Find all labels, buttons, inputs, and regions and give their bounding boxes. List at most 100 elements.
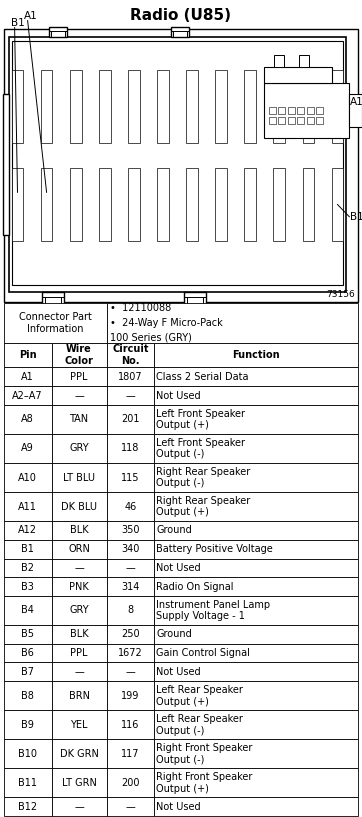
Text: Right Front Speaker
Output (+): Right Front Speaker Output (+) bbox=[156, 772, 253, 793]
Bar bbox=[106, 405, 154, 434]
Bar bbox=[51, 386, 106, 405]
Text: A8: A8 bbox=[21, 414, 34, 425]
Bar bbox=[51, 559, 106, 578]
Text: 340: 340 bbox=[121, 544, 140, 554]
Text: LT BLU: LT BLU bbox=[63, 472, 95, 483]
Text: —: — bbox=[126, 391, 135, 400]
Text: B11: B11 bbox=[18, 778, 37, 788]
Text: B4: B4 bbox=[21, 605, 34, 615]
Bar bbox=[51, 521, 106, 540]
Text: B5: B5 bbox=[21, 629, 34, 640]
Bar bbox=[106, 386, 154, 405]
Bar bbox=[4, 540, 51, 559]
Bar bbox=[4, 368, 51, 386]
Text: GRY: GRY bbox=[69, 444, 89, 453]
Bar bbox=[154, 578, 358, 596]
Text: PPL: PPL bbox=[70, 372, 88, 382]
Bar bbox=[51, 540, 106, 559]
Text: B10: B10 bbox=[18, 748, 37, 759]
Bar bbox=[51, 343, 106, 368]
Bar bbox=[186, 70, 198, 143]
Text: LT GRN: LT GRN bbox=[62, 778, 96, 788]
Bar bbox=[51, 368, 106, 386]
Bar bbox=[288, 118, 295, 124]
Bar bbox=[316, 107, 323, 114]
Text: Right Rear Speaker
Output (-): Right Rear Speaker Output (-) bbox=[156, 467, 251, 489]
Bar bbox=[303, 167, 314, 241]
Bar bbox=[349, 94, 362, 127]
Bar bbox=[264, 83, 349, 138]
Bar bbox=[106, 663, 154, 681]
Text: Left Front Speaker
Output (+): Left Front Speaker Output (+) bbox=[156, 408, 245, 431]
Bar bbox=[51, 797, 106, 816]
Text: Right Rear Speaker
Output (+): Right Rear Speaker Output (+) bbox=[156, 496, 251, 517]
Bar bbox=[51, 578, 106, 596]
Text: PNK: PNK bbox=[69, 582, 89, 592]
Text: BLK: BLK bbox=[70, 629, 88, 640]
Bar bbox=[4, 663, 51, 681]
Text: TAN: TAN bbox=[70, 414, 89, 425]
Bar bbox=[106, 768, 154, 797]
Text: B8: B8 bbox=[21, 690, 34, 701]
Bar bbox=[316, 118, 323, 124]
Text: —: — bbox=[74, 563, 84, 573]
Text: Ground: Ground bbox=[156, 629, 192, 640]
Bar bbox=[12, 41, 344, 285]
Bar bbox=[4, 405, 51, 434]
Bar bbox=[4, 463, 51, 492]
Bar bbox=[106, 540, 154, 559]
Bar bbox=[51, 681, 106, 710]
Bar bbox=[273, 167, 285, 241]
Bar bbox=[42, 292, 64, 306]
Text: 199: 199 bbox=[121, 690, 140, 701]
Bar bbox=[99, 167, 111, 241]
Bar bbox=[51, 663, 106, 681]
Bar bbox=[244, 167, 256, 241]
Bar bbox=[3, 94, 9, 234]
Text: 8: 8 bbox=[127, 605, 134, 615]
Text: A12: A12 bbox=[350, 96, 362, 107]
Text: 1672: 1672 bbox=[118, 648, 143, 659]
Bar bbox=[51, 492, 106, 521]
Text: 117: 117 bbox=[121, 748, 140, 759]
Text: BLK: BLK bbox=[70, 525, 88, 535]
Bar bbox=[4, 768, 51, 797]
Text: B3: B3 bbox=[21, 582, 34, 592]
Bar bbox=[4, 596, 51, 625]
Bar bbox=[51, 405, 106, 434]
Bar bbox=[12, 70, 24, 143]
Bar bbox=[184, 292, 206, 306]
Bar bbox=[106, 710, 154, 739]
Bar bbox=[4, 303, 106, 343]
Text: Left Rear Speaker
Output (+): Left Rear Speaker Output (+) bbox=[156, 685, 243, 707]
Text: Radio On Signal: Radio On Signal bbox=[156, 582, 234, 592]
Text: Circuit
No.: Circuit No. bbox=[112, 345, 149, 366]
Text: —: — bbox=[74, 391, 84, 400]
Bar bbox=[154, 663, 358, 681]
Bar bbox=[278, 107, 285, 114]
Text: 350: 350 bbox=[121, 525, 140, 535]
Bar bbox=[4, 710, 51, 739]
Text: B12: B12 bbox=[350, 212, 362, 221]
Bar bbox=[244, 70, 256, 143]
Bar bbox=[154, 434, 358, 463]
Bar bbox=[154, 797, 358, 816]
Bar bbox=[4, 386, 51, 405]
Bar bbox=[274, 55, 284, 67]
Bar bbox=[4, 492, 51, 521]
Text: Class 2 Serial Data: Class 2 Serial Data bbox=[156, 372, 249, 382]
Text: A1: A1 bbox=[21, 372, 34, 382]
Bar bbox=[4, 29, 358, 302]
Text: DK GRN: DK GRN bbox=[60, 748, 98, 759]
Text: —: — bbox=[126, 801, 135, 811]
Bar bbox=[307, 107, 314, 114]
Bar bbox=[154, 368, 358, 386]
Text: B9: B9 bbox=[21, 720, 34, 730]
Bar bbox=[99, 70, 111, 143]
Text: B7: B7 bbox=[21, 667, 34, 676]
Text: Left Front Speaker
Output (-): Left Front Speaker Output (-) bbox=[156, 438, 245, 459]
Bar bbox=[106, 434, 154, 463]
Bar bbox=[307, 118, 314, 124]
Bar bbox=[106, 559, 154, 578]
Bar bbox=[278, 118, 285, 124]
